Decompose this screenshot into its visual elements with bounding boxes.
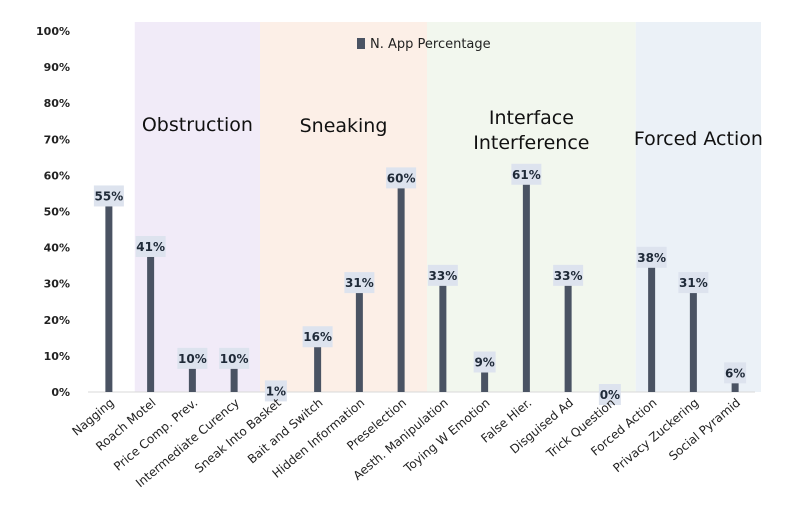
data-label: 9% (474, 356, 494, 370)
group-bands (134, 22, 762, 392)
data-label: 60% (387, 171, 416, 185)
group-band (134, 22, 261, 392)
data-label: 33% (554, 269, 583, 283)
data-label-bg (511, 163, 542, 185)
data-label: 55% (95, 189, 124, 203)
group-band (635, 22, 762, 392)
bar (689, 280, 697, 392)
group-label: Forced Action (634, 128, 763, 150)
data-label-bg (93, 185, 124, 207)
bar (564, 272, 572, 392)
bar (147, 243, 155, 392)
group-labels: Obstruction Sneaking Interface Interference… (142, 107, 763, 154)
data-label-bg (219, 347, 250, 369)
y-tick-label: 100% (36, 25, 70, 38)
y-tick-label: 20% (44, 314, 70, 327)
legend-swatch (357, 38, 365, 49)
data-label-bg (427, 264, 458, 286)
bar (397, 175, 405, 392)
bar (105, 193, 113, 392)
data-label-bg (135, 235, 166, 257)
bar (522, 171, 530, 392)
legend: N. App Percentage (357, 37, 491, 52)
data-label-bg (177, 347, 208, 369)
y-tick-label: 30% (44, 278, 70, 291)
y-axis: 0% 10% 20% 30% 40% 50% 60% 70% 80% 90% 100% (36, 25, 70, 399)
data-label: 6% (725, 366, 745, 380)
bar (188, 355, 196, 392)
group-label: Interference (473, 132, 589, 154)
group-label: Obstruction (142, 114, 253, 136)
y-tick-label: 50% (44, 206, 70, 219)
y-tick-label: 80% (44, 97, 70, 110)
data-label-bg (302, 326, 333, 348)
bar (439, 272, 447, 392)
data-label: 1% (266, 384, 286, 398)
data-label-bg (264, 380, 287, 402)
y-tick-label: 60% (44, 169, 70, 182)
group-band (427, 22, 636, 392)
data-label: 31% (345, 276, 374, 290)
y-tick-label: 0% (51, 386, 70, 399)
data-label-bg (553, 264, 584, 286)
data-labels: 55% 41% 10% 10% 1% 16% 31% 60% 33% 9% 61% 33% 0% 38% 3… (93, 163, 747, 405)
data-label: 10% (178, 352, 207, 366)
y-tick-label: 10% (44, 350, 70, 363)
data-label: 38% (637, 251, 666, 265)
data-label-bg (598, 384, 621, 405)
bar (314, 334, 322, 392)
bar (481, 359, 489, 392)
data-label: 41% (136, 240, 165, 254)
data-label-bg (678, 272, 709, 294)
y-tick-label: 70% (44, 133, 70, 146)
data-label: 31% (679, 276, 708, 290)
data-label: 0% (600, 388, 620, 402)
y-tick-label: 90% (44, 61, 70, 74)
data-label-bg (473, 351, 496, 373)
group-label: Sneaking (300, 115, 388, 137)
bar (648, 254, 656, 392)
data-label: 16% (303, 330, 332, 344)
data-label: 61% (512, 168, 541, 182)
bar (355, 280, 363, 392)
data-label-bg (636, 246, 667, 268)
data-label: 10% (220, 352, 249, 366)
bar (230, 355, 238, 392)
group-label: Interface (489, 107, 574, 129)
data-label-bg (344, 272, 375, 294)
legend-series-name: N. App Percentage (370, 37, 491, 52)
y-tick-label: 40% (44, 242, 70, 255)
data-label-bg (386, 167, 417, 189)
data-label-bg (724, 362, 747, 384)
x-tick-label: Social Pyramid (666, 396, 743, 464)
data-label: 33% (429, 269, 458, 283)
